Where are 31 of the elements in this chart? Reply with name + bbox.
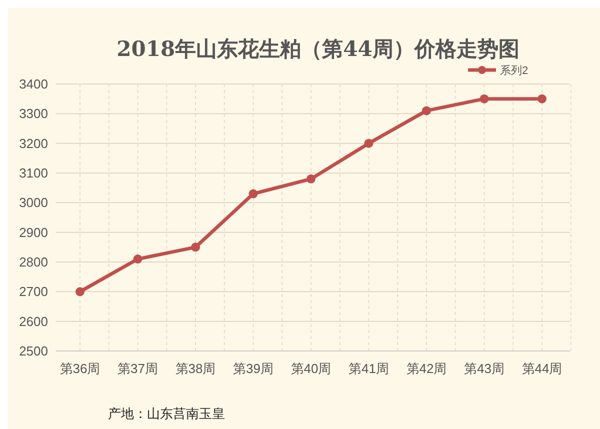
y-tick-label: 3200	[19, 136, 48, 151]
x-tick-label: 第38周	[175, 361, 216, 376]
point	[248, 189, 258, 198]
point	[76, 287, 84, 296]
text: 产地：山东莒南玉皇	[108, 406, 225, 421]
legend-label: 系列2	[500, 64, 528, 77]
chart-title: 2018年山东花生粕（第44周）价格走势图	[116, 36, 520, 61]
point	[422, 106, 431, 116]
x-tick-label: 第36周	[60, 361, 100, 376]
y-tick-label: 2500	[19, 344, 48, 359]
y-tick-label: 2600	[19, 314, 48, 329]
point	[538, 94, 546, 104]
x-tick-label: 第44周	[522, 361, 562, 376]
x-tick-label: 第40周	[290, 361, 332, 376]
y-tick-label: 3100	[19, 166, 48, 181]
x-tick-label: 第43周	[464, 361, 504, 376]
x-tick-label: 第39周	[233, 361, 274, 376]
y-tick-label: 3400	[19, 76, 48, 92]
y-tick-label: 3300	[19, 106, 48, 122]
y-tick-label: 2900	[19, 224, 48, 240]
x-tick-label: 第37周	[118, 361, 158, 376]
point	[480, 94, 489, 104]
y-tick-label: 2800	[19, 254, 48, 270]
point	[306, 174, 316, 184]
point	[133, 254, 142, 264]
point	[364, 138, 374, 148]
y-tick-label: 3000	[19, 195, 48, 210]
x-tick-label: 第42周	[406, 361, 447, 376]
y-tick-label: 2700	[19, 284, 48, 300]
point	[191, 242, 200, 252]
x-tick-label: 第41周	[348, 361, 389, 376]
